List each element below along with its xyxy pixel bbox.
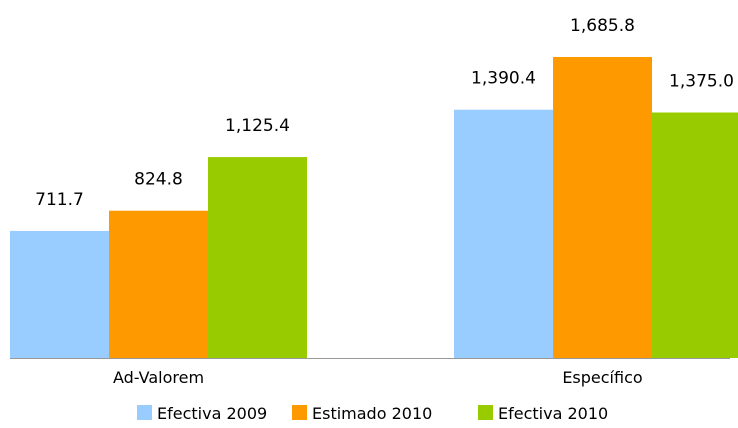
- legend-swatch-estimado-2010: [292, 405, 307, 420]
- data-label-efectiva-2010-especifico: 1,375.0: [669, 71, 734, 91]
- data-label-efectiva-2009-ad-valorem: 711.7: [35, 190, 84, 210]
- data-label-efectiva-2010-ad-valorem: 1,125.4: [225, 116, 290, 136]
- category-label-ad-valorem: Ad-Valorem: [113, 368, 204, 387]
- legend-swatch-efectiva-2010: [478, 405, 493, 420]
- bar-efectiva-2009-ad-valorem: [10, 230, 109, 358]
- bars-group: [10, 57, 738, 359]
- category-labels-group: Ad-Valorem Específico: [113, 368, 643, 387]
- data-label-estimado-2010-ad-valorem: 824.8: [134, 170, 183, 190]
- bar-estimado-2010-especifico: [553, 57, 652, 358]
- legend-label-efectiva-2009: Efectiva 2009: [157, 404, 267, 423]
- legend-label-efectiva-2010: Efectiva 2010: [498, 404, 608, 423]
- data-label-estimado-2010-especifico: 1,685.8: [570, 16, 635, 36]
- value-labels-group: 711.7 824.8 1,125.4 1,390.4 1,685.8 1,375.0: [35, 16, 734, 210]
- legend-swatch-efectiva-2009: [137, 405, 152, 420]
- bar-efectiva-2010-especifico: [652, 112, 738, 359]
- legend: Efectiva 2009 Estimado 2010 Efectiva 2010: [137, 404, 608, 423]
- bar-efectiva-2009-especifico: [454, 109, 553, 358]
- legend-label-estimado-2010: Estimado 2010: [312, 404, 432, 423]
- category-label-especifico: Específico: [562, 368, 642, 387]
- data-label-efectiva-2009-especifico: 1,390.4: [471, 69, 536, 89]
- bar-efectiva-2010-ad-valorem: [208, 157, 307, 358]
- bar-estimado-2010-ad-valorem: [109, 210, 208, 358]
